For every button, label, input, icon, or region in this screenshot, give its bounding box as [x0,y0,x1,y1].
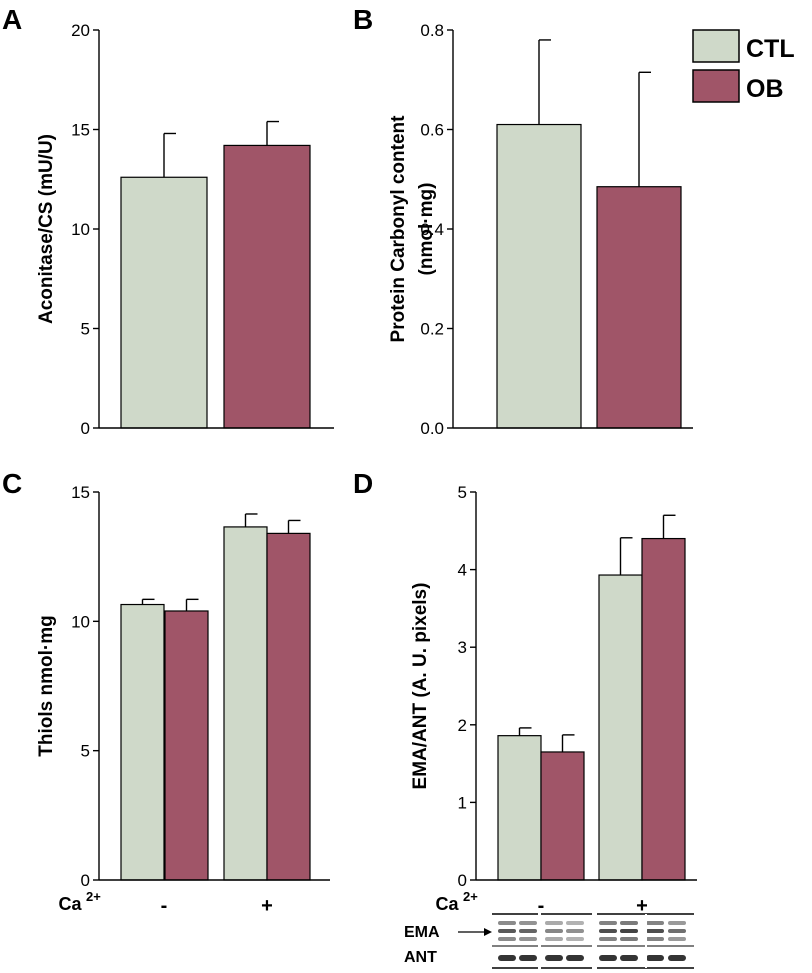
y-axis-title-a: Aconitase/CS (mU/U) [36,134,57,324]
legend-swatch-ob [692,69,740,103]
blot-band-ant-0 [498,955,516,961]
blot-band-ema-5-0 [620,921,638,925]
blot-band-ema-7-1 [668,929,686,933]
blot-band-ema-3-1 [566,929,584,933]
y-tick-label-a-4: 20 [71,21,90,40]
bar-c-ctl-1 [223,526,268,881]
blot-band-ema-2-0 [545,921,563,925]
blot-band-ema-5-1 [620,929,638,933]
bar-d-ctl-0 [497,735,542,881]
calcium-sup-c: 2+ [86,889,101,904]
blot-band-ema-6-0 [646,921,664,925]
panel-c-letter: C [2,468,22,499]
category-label-d-0: - [538,895,545,917]
bar-b-ctl-0 [496,123,582,429]
y-tick-label-d-5: 5 [458,483,467,502]
panel-a: A 0 5 10 15 20 Aconitase/CS (mU/U) [2,4,334,438]
blot-band-ant-4 [599,955,617,961]
blot-label-ema: EMA [404,924,440,941]
blot-band-ant-1 [519,955,537,961]
legend-label-ctl: CTL [746,35,795,63]
legend-label-ob: OB [746,75,784,103]
y-tick-label-a-3: 15 [71,121,90,140]
blot-band-ema-7-0 [668,921,686,925]
blot-band-ema-3-0 [566,921,584,925]
y-tick-label-c-3: 15 [71,483,90,502]
blot-band-ema-4-2 [599,937,617,941]
panel-c: C 0 5 10 15 Thiols nmol·mg Ca 2+ - + [2,468,330,917]
blot-band-ant-2 [545,955,563,961]
legend-swatch-ctl [692,29,740,63]
bar-a-ob-0 [223,144,311,429]
bar-d-ctl-1 [598,574,643,881]
bar-c-ob-0 [164,610,209,881]
blot-band-ema-6-2 [646,937,664,941]
category-label-d-1: + [636,895,648,917]
calcium-sup-d: 2+ [463,889,478,904]
blot-band-ant-3 [566,955,584,961]
y-tick-label-d-1: 1 [458,793,467,812]
bar-a-ctl-0 [120,176,208,429]
y-tick-label-d-3: 3 [458,638,467,657]
blot-band-ema-0-0 [498,921,516,925]
y-tick-label-c-0: 0 [81,871,90,890]
y-tick-label-c-2: 10 [71,612,90,631]
arrow-right-icon [484,928,492,936]
y-axis-title-b-0: Protein Carbonyl content [388,115,409,343]
bar-c-ob-1 [266,532,311,881]
bar-d-ob-0 [540,751,585,881]
blot-band-ema-0-1 [498,929,516,933]
y-tick-label-b-1: 0.2 [420,320,444,339]
blot-band-ant-6 [646,955,664,961]
blot-band-ema-1-0 [519,921,537,925]
western-blot: EMA ANT [404,913,694,969]
category-label-c-1: + [261,895,273,917]
panel-d: D 0 1 2 3 4 5 EMA/ANT (A. U. pixels) Ca 2+ - + [353,468,697,917]
y-tick-label-a-2: 10 [71,220,90,239]
y-tick-label-d-2: 2 [458,716,467,735]
panel-b-letter: B [353,4,373,35]
blot-band-ema-3-2 [566,937,584,941]
blot-band-ema-0-2 [498,937,516,941]
category-label-c-0: - [161,895,168,917]
y-tick-label-a-1: 5 [81,320,90,339]
bar-c-ctl-0 [120,603,165,881]
panel-b: B 0.0 0.2 0.4 0.6 0.8 Protein Carbonyl conten… [353,4,693,438]
blot-band-ema-5-2 [620,937,638,941]
y-axis-title-c: Thiols nmol·mg [36,615,57,756]
legend: CTL OB [692,29,795,103]
y-tick-label-b-0: 0.0 [420,419,444,438]
blot-label-ant: ANT [404,949,437,966]
y-tick-label-b-3: 0.6 [420,121,444,140]
y-tick-label-d-0: 0 [458,871,467,890]
y-tick-label-c-1: 5 [81,742,90,761]
blot-band-ema-4-1 [599,929,617,933]
blot-band-ema-1-1 [519,929,537,933]
blot-band-ema-7-2 [668,937,686,941]
panel-d-letter: D [353,468,373,499]
blot-band-ema-2-1 [545,929,563,933]
blot-band-ema-2-2 [545,937,563,941]
blot-band-ema-1-2 [519,937,537,941]
panel-a-letter: A [2,4,22,35]
y-tick-label-d-4: 4 [458,561,467,580]
y-axis-title-d: EMA/ANT (A. U. pixels) [410,583,431,790]
blot-band-ema-6-1 [646,929,664,933]
y-tick-label-b-4: 0.8 [420,21,444,40]
bar-b-ob-0 [596,186,682,429]
calcium-label-c: Ca [58,894,82,914]
y-tick-label-b-2: 0.4 [420,220,444,239]
blot-band-ant-7 [668,955,686,961]
blot-band-ema-4-0 [599,921,617,925]
y-axis-title-b-1: (nmol·mg) [416,183,437,276]
y-tick-label-a-0: 0 [81,419,90,438]
bar-d-ob-1 [641,537,686,881]
blot-band-ant-5 [620,955,638,961]
calcium-label-d: Ca [435,894,459,914]
